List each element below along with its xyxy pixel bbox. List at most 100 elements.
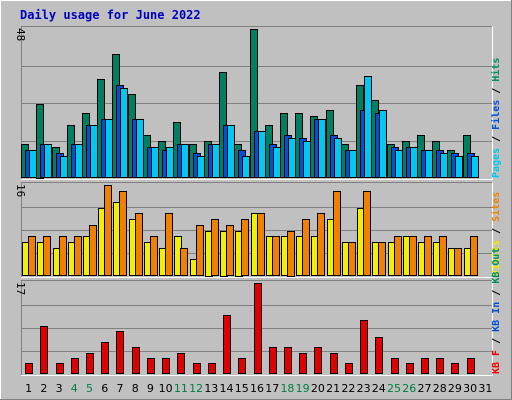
bar-sites: [196, 225, 204, 276]
x-tick-label: 17: [265, 382, 279, 395]
x-tick-label: 9: [147, 382, 154, 395]
bar-pages: [105, 119, 113, 178]
x-tick-label: 1: [25, 382, 32, 395]
bar-pages: [471, 156, 479, 178]
x-tick-label: 22: [341, 382, 355, 395]
bar-sites: [439, 236, 447, 276]
y-max-label: 17: [14, 282, 27, 295]
x-tick-label: 18: [280, 382, 294, 395]
bar-sites: [378, 242, 386, 276]
x-tick-label: 19: [296, 382, 310, 395]
bar-pages: [29, 150, 37, 178]
bar-pages: [120, 88, 128, 178]
bar-pages: [151, 147, 159, 178]
bar-pages: [60, 156, 68, 178]
bar-pages: [379, 110, 387, 178]
bar-sites: [394, 236, 402, 276]
bar-hits: [36, 104, 44, 179]
bar-pages: [303, 141, 311, 178]
bar-sites: [424, 236, 432, 276]
bar-sites: [454, 248, 462, 276]
x-tick-label: 8: [132, 382, 139, 395]
bar-pages: [136, 119, 144, 178]
bar-sites: [226, 225, 234, 276]
x-tick-label: 4: [71, 382, 78, 395]
legend-part: Visits: [490, 240, 502, 276]
chart-title: Daily usage for June 2022: [20, 8, 201, 22]
x-tick-label: 26: [402, 382, 416, 395]
bar-kb-f: [162, 358, 170, 374]
bar-pages: [258, 131, 266, 178]
legend-part: /: [491, 332, 502, 350]
bar-pages: [364, 76, 372, 178]
x-axis-day-labels: 1 2 3 4 5 6 7 8 9 10 11 12 13 14 15 16 17 18 19 20 21 22 23 24 2…: [25, 382, 492, 395]
legend-part: /: [491, 284, 502, 302]
bar-pages: [181, 144, 189, 178]
series-legend: KB F / KB In / KB Out: [491, 248, 502, 374]
bar-pages: [349, 150, 357, 178]
series-legend: Visits / Sites: [490, 192, 502, 276]
x-tick-label: 10: [159, 382, 173, 395]
bar-sites: [89, 225, 97, 276]
bar-kb-f: [391, 358, 399, 374]
bar-sites: [287, 231, 295, 277]
bar-pages: [242, 156, 250, 178]
bar-pages: [288, 138, 296, 178]
bar-sites: [241, 219, 249, 276]
bar-kb-f: [406, 363, 414, 374]
bar-pages: [44, 144, 52, 178]
legend-part: /: [491, 130, 502, 148]
bar-kb-f: [56, 363, 64, 374]
bar-kb-f: [314, 347, 322, 374]
bar-sites: [348, 242, 356, 276]
bar-pages: [90, 125, 98, 178]
x-tick-label: 16: [250, 382, 264, 395]
bar-pages: [455, 156, 463, 178]
x-tick-label: 27: [417, 382, 431, 395]
bar-pages: [318, 119, 326, 178]
bar-kb-f: [147, 358, 155, 374]
bar-kb-f: [451, 363, 459, 374]
bar-sites: [180, 248, 188, 276]
series-legend: Pages / Files / Hits: [490, 58, 502, 178]
x-tick-label: 29: [448, 382, 462, 395]
x-tick-label: 13: [204, 382, 218, 395]
legend-part: KB In: [491, 302, 502, 332]
bar-sites: [165, 213, 173, 276]
bar-sites: [119, 191, 127, 276]
bar-kb-f: [132, 347, 140, 374]
bar-kb-f: [330, 353, 338, 374]
bar-pages: [273, 147, 281, 178]
bar-pages: [212, 144, 220, 178]
y-max-label: 16: [14, 184, 27, 197]
legend-part: KB Out: [491, 248, 502, 284]
bar-pages: [334, 138, 342, 178]
legend-part: /: [491, 222, 502, 240]
bar-kb-f: [345, 363, 353, 374]
bar-kb-f: [223, 315, 231, 374]
x-tick-label: 5: [86, 382, 93, 395]
bar-sites: [470, 236, 478, 276]
bar-sites: [317, 213, 325, 276]
x-tick-label: 7: [116, 382, 123, 395]
bar-sites: [104, 185, 112, 276]
panel-2: 16 Visits / Sites: [14, 182, 502, 278]
x-tick-label: 31: [478, 382, 492, 395]
bar-sites: [272, 236, 280, 276]
bar-sites: [363, 191, 371, 276]
bar-kb-f: [208, 363, 216, 374]
bar-sites: [28, 236, 36, 276]
bar-sites: [59, 236, 67, 276]
x-tick-label: 11: [174, 382, 188, 395]
x-tick-label: 2: [40, 382, 47, 395]
panel-1: 48 Pages / Files / Hits: [14, 26, 502, 180]
bar-sites: [150, 236, 158, 276]
y-max-label: 48: [14, 28, 27, 41]
x-tick-label: 6: [101, 382, 108, 395]
bar-kb-f: [116, 331, 124, 374]
panel-3: 17 KB F / KB In / KB Out: [14, 248, 502, 376]
legend-part: Hits: [490, 58, 502, 82]
legend-part: Files: [490, 100, 502, 130]
